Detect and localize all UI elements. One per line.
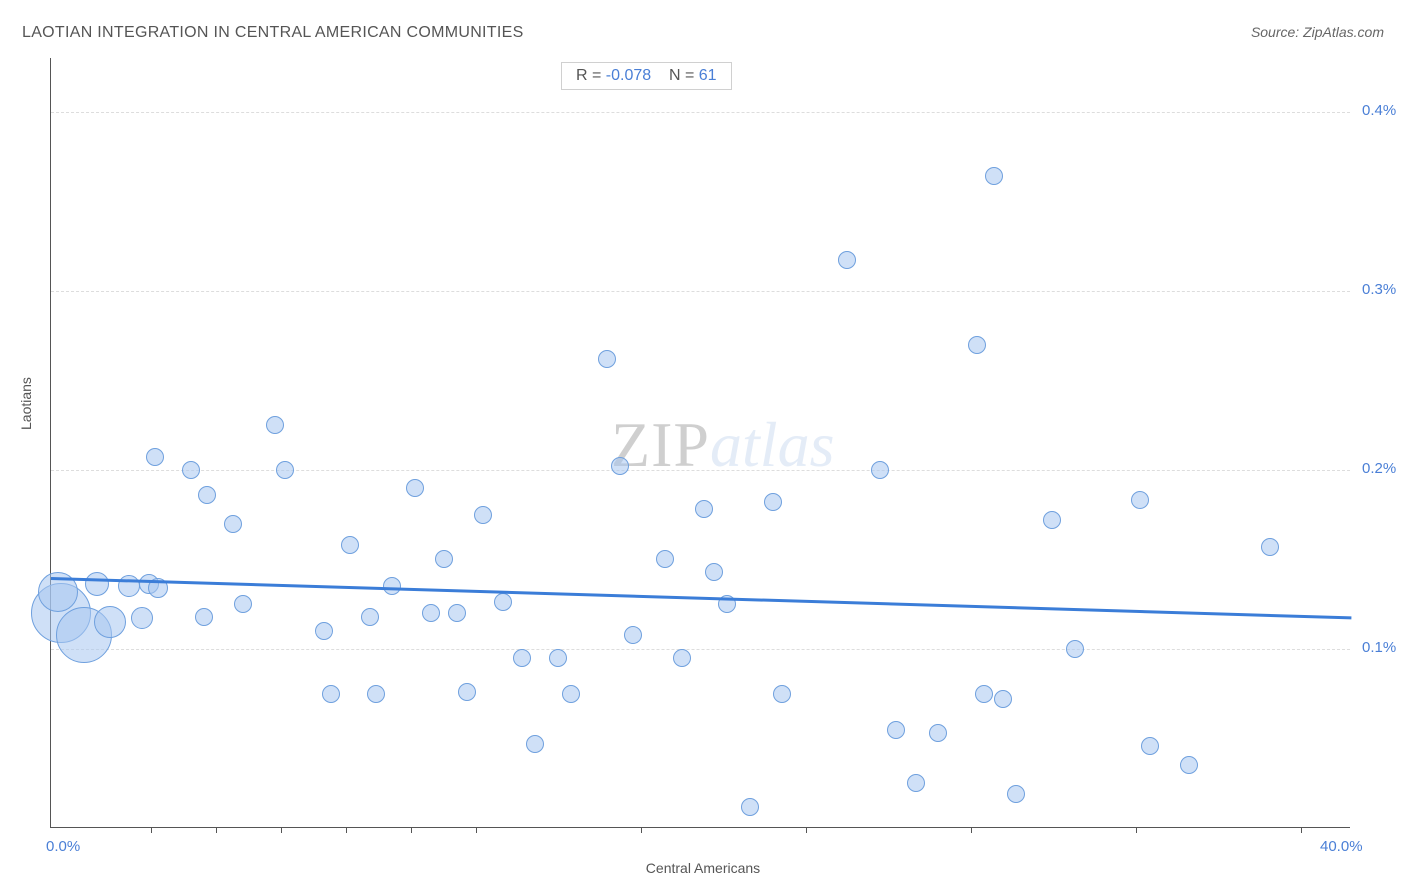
watermark: ZIPatlas (611, 408, 834, 482)
data-point (562, 685, 580, 703)
data-point (341, 536, 359, 554)
data-point (494, 593, 512, 611)
grid-line (51, 470, 1350, 471)
data-point (598, 350, 616, 368)
data-point (1007, 785, 1025, 803)
data-point (266, 416, 284, 434)
n-label: N = (669, 67, 694, 84)
x-tick (806, 827, 807, 833)
data-point (435, 550, 453, 568)
data-point (198, 486, 216, 504)
data-point (741, 798, 759, 816)
data-point (705, 563, 723, 581)
x-tick (476, 827, 477, 833)
data-point (94, 606, 126, 638)
data-point (773, 685, 791, 703)
stats-box: R = -0.078 N = 61 (561, 62, 732, 90)
data-point (361, 608, 379, 626)
data-point (131, 607, 153, 629)
data-point (1131, 491, 1149, 509)
data-point (367, 685, 385, 703)
data-point (322, 685, 340, 703)
data-point (994, 690, 1012, 708)
grid-line (51, 649, 1350, 650)
data-point (474, 506, 492, 524)
y-tick-label: 0.4% (1362, 102, 1396, 119)
x-tick (1301, 827, 1302, 833)
plot-area: R = -0.078 N = 61 ZIPatlas (50, 58, 1350, 828)
data-point (929, 724, 947, 742)
x-tick (346, 827, 347, 833)
y-tick-label: 0.2% (1362, 460, 1396, 477)
data-point (526, 735, 544, 753)
x-tick (216, 827, 217, 833)
y-axis-label: Laotians (18, 377, 34, 430)
x-tick (1136, 827, 1137, 833)
r-label: R = (576, 67, 601, 84)
x-tick (281, 827, 282, 833)
n-value: 61 (699, 67, 717, 84)
data-point (406, 479, 424, 497)
data-point (85, 572, 109, 596)
r-value: -0.078 (606, 67, 651, 84)
data-point (968, 336, 986, 354)
y-tick-label: 0.3% (1362, 281, 1396, 298)
data-point (1180, 756, 1198, 774)
data-point (695, 500, 713, 518)
x-tick (151, 827, 152, 833)
x-min-label: 0.0% (46, 838, 80, 855)
data-point (315, 622, 333, 640)
data-point (1141, 737, 1159, 755)
data-point (838, 251, 856, 269)
data-point (624, 626, 642, 644)
grid-line (51, 112, 1350, 113)
chart-title: LAOTIAN INTEGRATION IN CENTRAL AMERICAN … (22, 24, 524, 42)
data-point (871, 461, 889, 479)
data-point (458, 683, 476, 701)
x-axis-label: Central Americans (0, 860, 1406, 876)
x-tick (641, 827, 642, 833)
data-point (1261, 538, 1279, 556)
data-point (764, 493, 782, 511)
x-max-label: 40.0% (1320, 838, 1363, 855)
x-tick (411, 827, 412, 833)
data-point (224, 515, 242, 533)
data-point (656, 550, 674, 568)
source-caption: Source: ZipAtlas.com (1251, 24, 1384, 40)
y-tick-label: 0.1% (1362, 639, 1396, 656)
data-point (887, 721, 905, 739)
x-tick (971, 827, 972, 833)
data-point (907, 774, 925, 792)
data-point (182, 461, 200, 479)
data-point (673, 649, 691, 667)
data-point (1066, 640, 1084, 658)
grid-line (51, 291, 1350, 292)
data-point (985, 167, 1003, 185)
data-point (422, 604, 440, 622)
data-point (513, 649, 531, 667)
data-point (975, 685, 993, 703)
data-point (195, 608, 213, 626)
data-point (611, 457, 629, 475)
data-point (276, 461, 294, 479)
data-point (448, 604, 466, 622)
data-point (1043, 511, 1061, 529)
data-point (549, 649, 567, 667)
data-point (234, 595, 252, 613)
data-point (146, 448, 164, 466)
